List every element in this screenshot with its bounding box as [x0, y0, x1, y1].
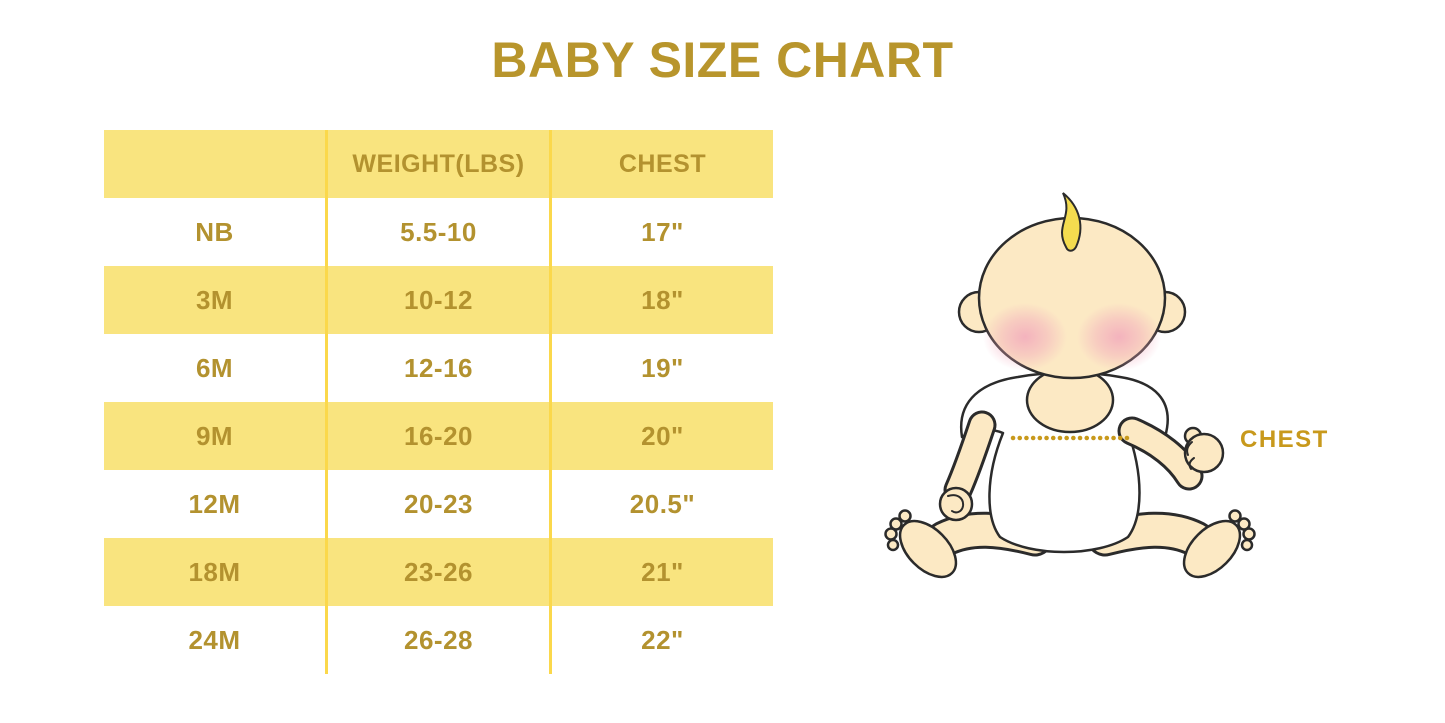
cell-weight: 16-20 [325, 402, 549, 470]
chest-label: CHEST [1240, 426, 1329, 453]
left-blush [983, 303, 1067, 371]
cell-chest: 22" [549, 606, 773, 674]
right-blush [1077, 303, 1161, 371]
cell-chest: 21" [549, 538, 773, 606]
header-size [104, 130, 325, 198]
cell-weight: 20-23 [325, 470, 549, 538]
cell-weight: 5.5-10 [325, 198, 549, 266]
table-row: 6M 12-16 19" [104, 334, 773, 402]
right-fist [1183, 432, 1225, 474]
cell-size: 18M [188, 556, 241, 587]
cell-weight: 12-16 [325, 334, 549, 402]
table-header-row: WEIGHT(LBS) CHEST [104, 130, 773, 198]
cell-chest: 20" [549, 402, 773, 470]
table-row: 9M 16-20 20" [104, 402, 773, 470]
cell-size: 9M [195, 420, 234, 451]
right-foot [1182, 509, 1256, 579]
page-title: BABY SIZE CHART [491, 32, 954, 88]
cell-chest: 17" [549, 198, 773, 266]
cell-weight: 23-26 [325, 538, 549, 606]
header-weight: WEIGHT(LBS) [325, 130, 549, 198]
cell-size: 12M [188, 488, 241, 519]
cell-size: NB [195, 216, 234, 247]
baby-arms [938, 410, 1225, 522]
left-foot [884, 509, 958, 579]
table-row: 18M 23-26 21" [104, 538, 773, 606]
cell-size: 6M [195, 352, 234, 383]
cell-size: 24M [188, 624, 241, 655]
cell-chest: 18" [549, 266, 773, 334]
cell-chest: 20.5" [549, 470, 773, 538]
table-row: NB 5.5-10 17" [104, 198, 773, 266]
cell-weight: 10-12 [325, 266, 549, 334]
table-row: 3M 10-12 18" [104, 266, 773, 334]
size-table: WEIGHT(LBS) CHEST NB 5.5-10 17" 3M 10-12… [104, 130, 773, 674]
cell-chest: 19" [549, 334, 773, 402]
baby-head [957, 192, 1187, 380]
cell-size: 3M [195, 284, 234, 315]
cell-weight: 26-28 [325, 606, 549, 674]
left-hand [938, 486, 974, 522]
table-row: 24M 26-28 22" [104, 606, 773, 674]
header-chest: CHEST [549, 130, 773, 198]
baby-illustration: CHEST [884, 192, 1329, 579]
hair-curl [1061, 192, 1082, 252]
table-row: 12M 20-23 20.5" [104, 470, 773, 538]
